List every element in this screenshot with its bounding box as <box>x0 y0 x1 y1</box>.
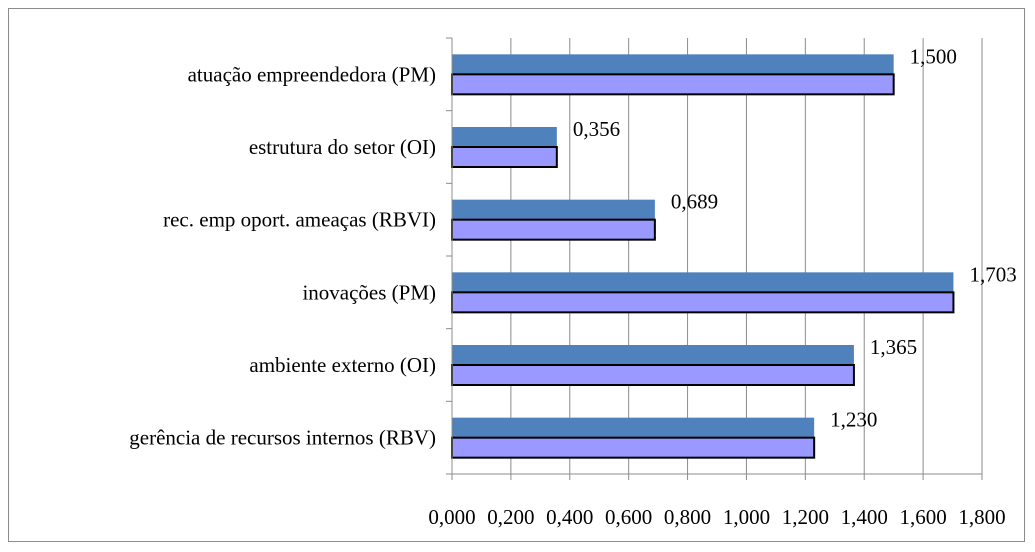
category-label: ambiente externo (OI) <box>249 353 436 377</box>
x-tick-label: 1,600 <box>899 505 946 529</box>
bar <box>451 73 895 96</box>
bar <box>452 417 815 438</box>
bar <box>451 436 816 459</box>
data-label: 0,689 <box>671 190 718 214</box>
x-tick-label: 1,000 <box>723 505 770 529</box>
labels: 0,000 0,200 0,400 0,600 0,800 1,000 1,200 1,400… <box>129 44 1016 529</box>
data-label: 1,703 <box>969 262 1016 286</box>
x-tick-label: 0,400 <box>546 505 593 529</box>
x-tick-label: 1,200 <box>782 505 829 529</box>
x-tick-label: 1,800 <box>958 505 1005 529</box>
x-tick-label: 0,000 <box>428 505 475 529</box>
bar <box>452 345 854 365</box>
x-tick-label: 0,600 <box>605 505 652 529</box>
bar <box>452 54 894 75</box>
bar <box>452 272 954 293</box>
bar <box>451 291 955 314</box>
data-label: 1,365 <box>870 335 917 359</box>
category-label: inovações (PM) <box>302 280 436 304</box>
category-label: atuação empreendedora (PM) <box>188 62 436 86</box>
bar <box>452 127 557 147</box>
data-label: 1,230 <box>830 408 877 432</box>
data-label: 0,356 <box>573 117 620 141</box>
bars <box>451 54 955 459</box>
data-label: 1,500 <box>910 44 957 68</box>
axes <box>446 37 983 480</box>
bar <box>451 364 855 386</box>
bar <box>451 146 558 168</box>
x-tick-label: 0,200 <box>487 505 534 529</box>
category-label: gerência de recursos internos (RBV) <box>129 426 436 450</box>
gridlines <box>510 38 983 474</box>
x-tick-label: 0,800 <box>664 505 711 529</box>
x-tick-label: 1,400 <box>841 505 888 529</box>
bar <box>452 199 655 220</box>
category-label: rec. emp oport. ameaças (RBVI) <box>163 208 436 232</box>
bar <box>451 218 656 241</box>
category-label: estrutura do setor (OI) <box>249 135 436 159</box>
